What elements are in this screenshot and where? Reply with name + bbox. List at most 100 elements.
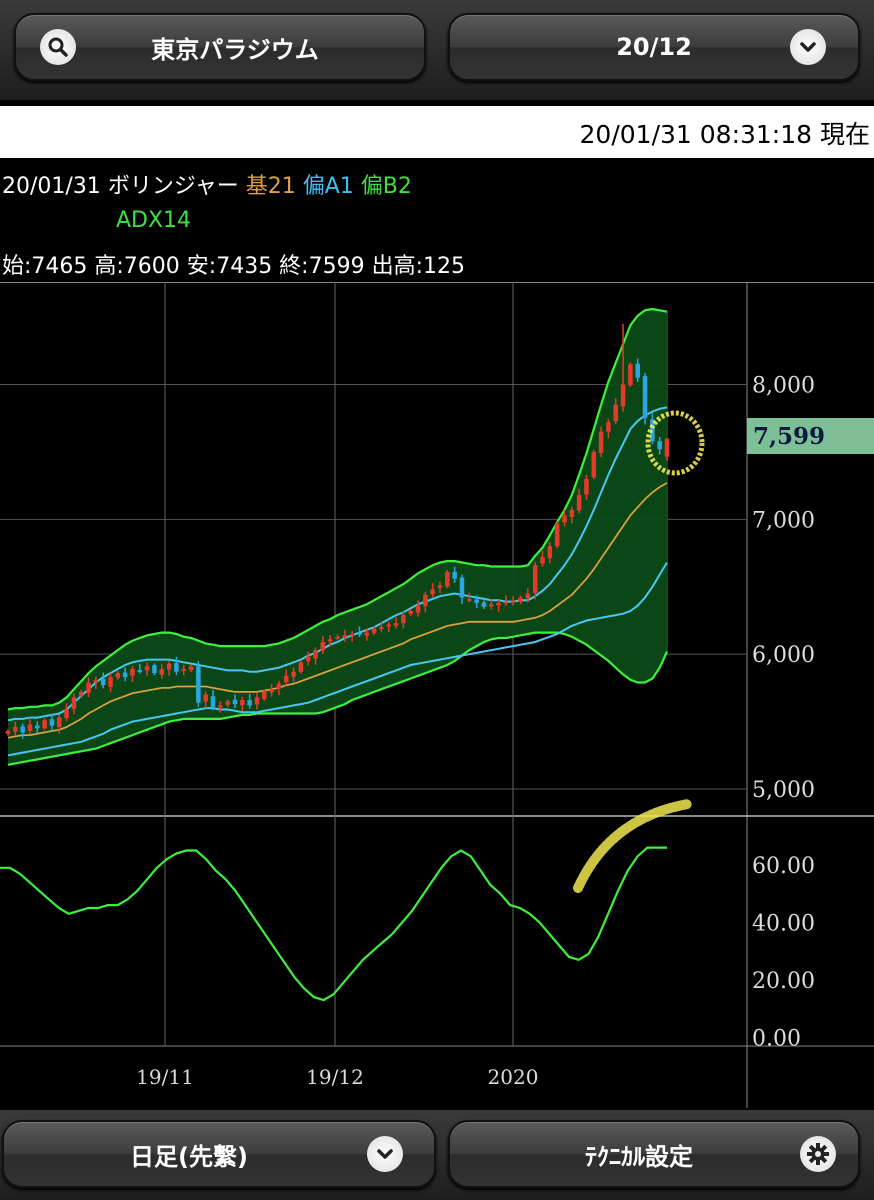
candle-body <box>203 694 208 702</box>
price-chart[interactable]: 8,000 7,000 6,000 5,000 60.00 40.00 20.00 0.00 1… <box>0 282 874 1108</box>
technical-settings-label: ﾃｸﾆｶﾙ設定 <box>585 1142 693 1171</box>
candle-body <box>613 404 619 422</box>
legend-indicator: ボリンジャー <box>107 174 239 199</box>
contract-month: 20/12 <box>616 33 692 61</box>
stock-select-button[interactable]: 東京パラジウム <box>14 13 426 81</box>
candle-body <box>569 509 575 517</box>
contract-select-button[interactable]: 20/12 <box>448 13 860 81</box>
legend-row-1: 20/01/31 ボリンジャー 基21 偏A1 偏B2 <box>2 168 412 200</box>
candle-body <box>401 615 406 624</box>
adx-tick-label: 40.00 <box>752 911 815 936</box>
last-price-tag <box>747 418 874 454</box>
candle-body <box>642 376 648 419</box>
candle-body <box>452 571 457 579</box>
candle-body <box>554 523 560 547</box>
candle-body <box>313 650 318 659</box>
legend-sub-indicator: ADX14 <box>116 208 192 233</box>
period-select-button[interactable]: 日足(先繫) <box>2 1120 436 1188</box>
candle-body <box>166 663 172 670</box>
candle-body <box>13 727 18 732</box>
legend-base: 基21 <box>245 174 296 199</box>
candle-body <box>393 623 399 626</box>
highlight-circle <box>645 410 705 476</box>
candle-body <box>467 598 472 601</box>
candle-body <box>503 601 509 604</box>
candle-body <box>35 725 40 729</box>
candle-body <box>5 731 11 734</box>
candle-body <box>364 632 370 636</box>
date-tick-label: 2020 <box>488 1065 539 1089</box>
candle-body <box>650 419 655 442</box>
candle-body <box>283 675 289 683</box>
adx-line <box>0 846 667 1002</box>
candle-body <box>225 701 230 705</box>
candle-body <box>122 672 128 678</box>
candle-body <box>606 422 611 432</box>
candle-body <box>635 363 640 378</box>
candle-body <box>349 633 355 636</box>
candle-body <box>415 605 421 613</box>
candle-body <box>181 669 187 672</box>
candle-body <box>108 677 113 687</box>
candle-body <box>130 669 135 676</box>
candle-body <box>196 666 201 703</box>
candle-body <box>540 557 545 564</box>
candle-body <box>657 441 662 450</box>
candle-body <box>174 663 179 672</box>
candle-body <box>100 678 106 686</box>
legend-dev-a: 偏A1 <box>302 174 354 199</box>
candle-body <box>576 495 582 511</box>
candle-body <box>262 691 267 699</box>
candle-body <box>320 642 326 651</box>
candle-body <box>488 604 494 607</box>
candle-body <box>254 697 260 705</box>
legend-date: 20/01/31 <box>2 174 101 199</box>
legend-ohlc: 始:7465 高:7600 安:7435 終:7599 出高:125 <box>2 254 465 279</box>
top-toolbar: 東京パラジウム 20/12 <box>0 0 874 100</box>
candle-body <box>115 673 121 678</box>
candle-body <box>357 632 362 635</box>
price-tick-label: 6,000 <box>752 643 815 668</box>
candle-body <box>335 636 340 639</box>
stock-name: 東京パラジウム <box>151 35 319 64</box>
chevron-down-icon <box>790 29 826 65</box>
candle-body <box>298 662 304 672</box>
candle-body <box>423 594 428 607</box>
candle-body <box>27 724 33 731</box>
candle-body <box>510 600 516 603</box>
candle-body <box>547 546 553 559</box>
technical-settings-button[interactable]: ﾃｸﾆｶﾙ設定 <box>448 1120 860 1188</box>
middle-band-ma21 <box>7 482 668 739</box>
candle-body <box>598 431 604 453</box>
last-price-label: 7,599 <box>753 423 825 450</box>
adx-tick-label: 0.00 <box>752 1026 801 1051</box>
candle-body <box>269 689 274 693</box>
candle-body <box>210 696 216 707</box>
candle-body <box>481 602 487 607</box>
candle-body <box>327 639 333 642</box>
period-label: 日足(先繫) <box>130 1142 248 1171</box>
candle-body <box>562 515 567 523</box>
date-tick-label: 19/11 <box>136 1065 194 1089</box>
candle-body <box>152 665 157 674</box>
candle-body <box>20 726 25 733</box>
price-tick-label: 5,000 <box>752 778 815 803</box>
candle-body <box>64 709 69 719</box>
candle-body <box>379 627 384 630</box>
adx-tick-label: 60.00 <box>752 854 815 879</box>
candle-body <box>525 593 531 599</box>
candle-body <box>430 589 435 595</box>
candle-body <box>474 599 479 603</box>
candle-body <box>71 697 77 709</box>
candle-body <box>584 478 589 495</box>
candle-body <box>342 635 348 638</box>
candle-body <box>137 670 143 673</box>
candle-body <box>408 611 413 614</box>
bottom-toolbar: 日足(先繫) ﾃｸﾆｶﾙ設定 <box>0 1110 874 1200</box>
date-tick-label: 19/12 <box>306 1065 364 1089</box>
candle-body <box>188 666 194 671</box>
candle-body <box>232 699 238 705</box>
candle-body <box>496 602 501 606</box>
candle-body <box>628 364 633 386</box>
gear-icon <box>800 1136 836 1172</box>
